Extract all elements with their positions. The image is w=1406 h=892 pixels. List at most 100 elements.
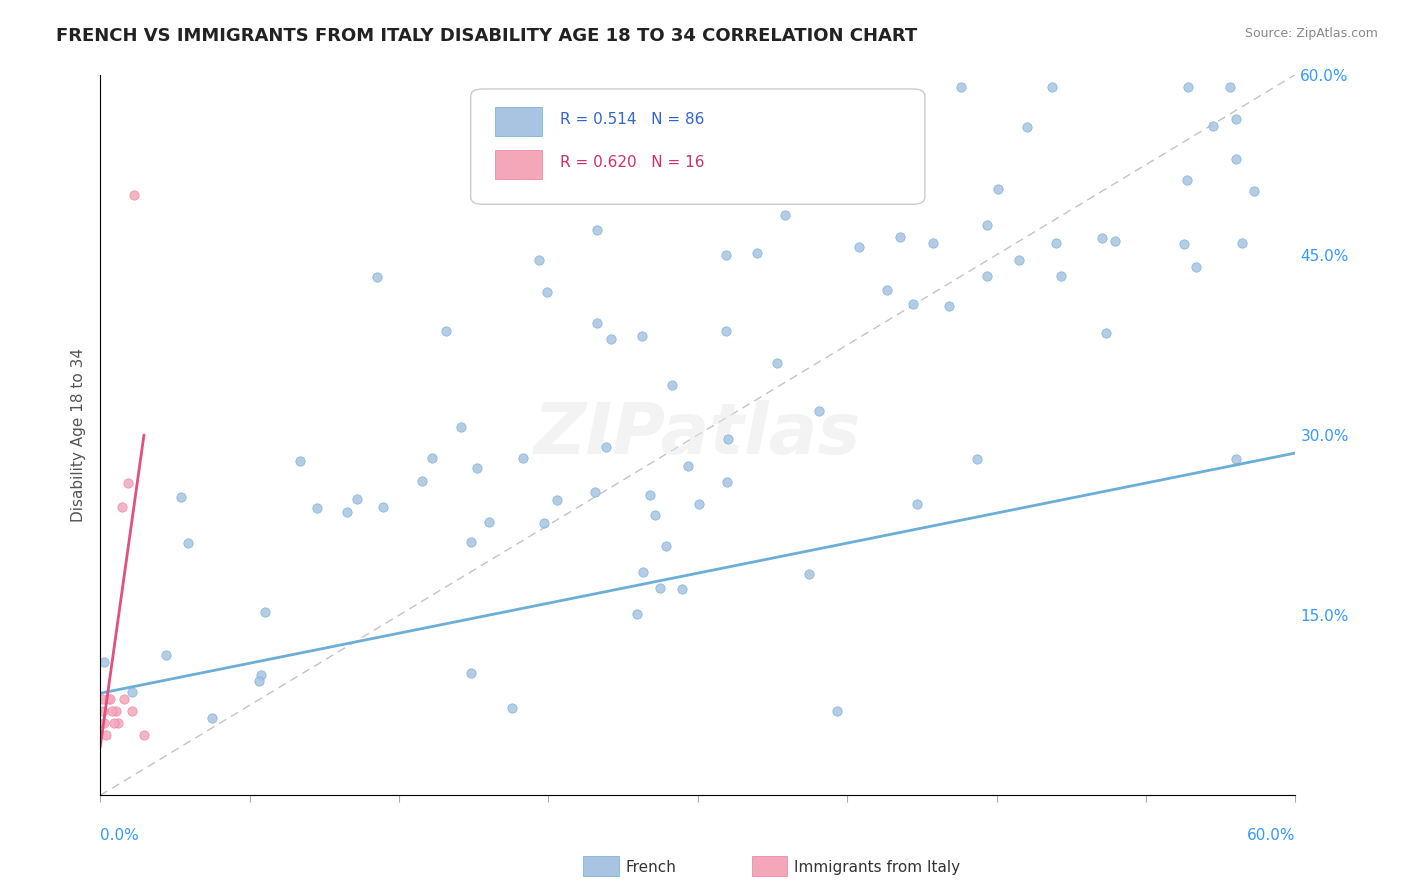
- French: [976, 218, 998, 232]
- French: [1225, 452, 1247, 467]
- French: [247, 674, 270, 689]
- French: [155, 648, 177, 662]
- Text: French: French: [626, 861, 676, 875]
- French: [1050, 268, 1073, 283]
- French: [465, 460, 488, 475]
- French: [450, 419, 472, 434]
- French: [1225, 152, 1247, 166]
- Immigrants from Italy: [97, 692, 120, 706]
- French: [536, 285, 558, 300]
- French: [170, 490, 193, 504]
- Text: Immigrants from Italy: Immigrants from Italy: [794, 861, 960, 875]
- French: [807, 404, 830, 418]
- French: [460, 534, 482, 549]
- Immigrants from Italy: [112, 692, 135, 706]
- Immigrants from Italy: [93, 716, 115, 731]
- Text: 0.0%: 0.0%: [100, 828, 139, 843]
- Immigrants from Italy: [105, 704, 128, 718]
- French: [938, 299, 960, 313]
- Immigrants from Italy: [121, 704, 143, 718]
- French: [250, 667, 273, 681]
- French: [745, 245, 768, 260]
- French: [586, 316, 609, 330]
- French: [177, 536, 200, 550]
- French: [825, 704, 848, 718]
- French: [1091, 231, 1114, 245]
- French: [434, 325, 457, 339]
- French: [366, 269, 388, 284]
- FancyBboxPatch shape: [471, 89, 925, 204]
- French: [512, 450, 534, 465]
- French: [901, 297, 924, 311]
- French: [671, 582, 693, 596]
- Immigrants from Italy: [98, 692, 121, 706]
- French: [600, 332, 623, 346]
- French: [1185, 260, 1208, 274]
- French: [714, 248, 737, 262]
- French: [254, 605, 277, 619]
- French: [799, 567, 821, 582]
- French: [661, 377, 683, 392]
- Text: ZIPatlas: ZIPatlas: [534, 401, 862, 469]
- French: [1219, 79, 1241, 94]
- French: [501, 701, 523, 715]
- French: [1177, 79, 1199, 94]
- French: [307, 501, 329, 516]
- Text: R = 0.620   N = 16: R = 0.620 N = 16: [561, 155, 704, 170]
- Immigrants from Italy: [101, 704, 124, 718]
- French: [201, 711, 224, 725]
- French: [460, 666, 482, 681]
- French: [714, 324, 737, 338]
- French: [478, 515, 501, 529]
- French: [1095, 326, 1118, 341]
- FancyBboxPatch shape: [495, 107, 543, 136]
- French: [631, 565, 654, 579]
- French: [949, 79, 972, 94]
- French: [1104, 234, 1126, 248]
- French: [626, 607, 648, 622]
- French: [775, 208, 797, 222]
- Immigrants from Italy: [91, 704, 114, 718]
- French: [546, 493, 568, 508]
- French: [848, 240, 870, 254]
- Immigrants from Italy: [117, 476, 139, 491]
- Immigrants from Italy: [122, 187, 145, 202]
- French: [1202, 119, 1225, 133]
- French: [1045, 235, 1067, 250]
- French: [638, 488, 661, 502]
- French: [688, 497, 710, 511]
- French: [121, 685, 143, 699]
- French: [876, 283, 898, 297]
- French: [921, 236, 943, 251]
- French: [533, 516, 555, 530]
- French: [966, 452, 988, 467]
- French: [411, 475, 433, 489]
- Text: FRENCH VS IMMIGRANTS FROM ITALY DISABILITY AGE 18 TO 34 CORRELATION CHART: FRENCH VS IMMIGRANTS FROM ITALY DISABILI…: [56, 27, 918, 45]
- French: [583, 484, 606, 499]
- French: [1225, 112, 1247, 127]
- French: [1243, 184, 1265, 198]
- Immigrants from Italy: [107, 716, 129, 731]
- French: [1042, 79, 1064, 94]
- French: [335, 505, 357, 519]
- French: [676, 459, 699, 474]
- French: [1008, 252, 1031, 267]
- French: [288, 454, 311, 468]
- French: [987, 182, 1010, 196]
- French: [717, 433, 740, 447]
- Immigrants from Italy: [132, 728, 155, 742]
- French: [630, 328, 652, 343]
- French: [527, 253, 550, 268]
- Text: Source: ZipAtlas.com: Source: ZipAtlas.com: [1244, 27, 1378, 40]
- French: [586, 223, 609, 237]
- Immigrants from Italy: [103, 716, 125, 731]
- French: [716, 475, 738, 490]
- Immigrants from Italy: [91, 692, 114, 706]
- French: [644, 508, 666, 522]
- French: [346, 491, 368, 506]
- Immigrants from Italy: [94, 728, 117, 742]
- French: [976, 268, 998, 283]
- French: [595, 440, 617, 454]
- French: [420, 451, 443, 466]
- French: [650, 582, 672, 596]
